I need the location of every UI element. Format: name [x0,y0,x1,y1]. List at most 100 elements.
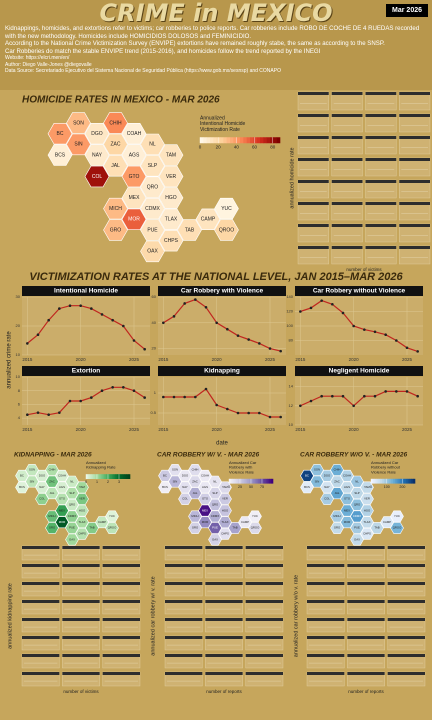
legend-swatch [210,137,214,144]
data-point [36,411,40,414]
state-panel-header [347,672,385,675]
state-label: CDMX [145,206,160,212]
data-point [26,342,29,345]
trend-line [26,305,146,350]
data-point [395,339,398,342]
data-point [68,399,72,403]
state-label: SLP [69,491,74,495]
state-label: BC [20,474,24,478]
state-panel-header [347,600,385,603]
state-label: SIN [173,479,178,483]
state-label: NAY [324,485,330,489]
state-hex [248,522,262,534]
state-label: YUC [394,514,400,518]
data-point [258,342,261,345]
state-label: BCS [55,152,66,158]
state-hex [84,123,110,145]
data-point [373,394,377,398]
legend-tick-label: 20 [216,144,222,149]
data-point [90,307,93,310]
data-point [352,324,355,328]
state-panel-header [331,114,363,117]
state-label: SON [172,468,178,472]
state-label: COAH [58,474,66,478]
data-point [395,390,398,393]
state-panel-header [387,564,425,567]
data-point [132,339,136,342]
state-panel-header [331,136,363,139]
state-label: CHIH [334,468,341,472]
state-label: VER [166,174,177,180]
state-panel-header [399,92,430,95]
state-label: MEX [344,508,350,512]
panel-title-bar [22,286,150,296]
data-point [226,407,229,411]
legend-swatch [247,478,250,484]
legend-swatch [115,474,118,479]
data-point [279,415,282,419]
legend-swatch [387,478,390,484]
legend-swatch [262,478,265,484]
legend-tick-label: 0 [85,480,87,484]
data-point [268,415,272,419]
state-hex [121,144,147,166]
state-label: GRO [110,227,122,233]
data-point [236,411,240,415]
x-tick-label: 2025 [129,357,140,362]
legend-swatch [260,137,264,144]
state-label: TLAX [222,520,229,524]
y-tick-label: 40 [152,320,157,325]
legend-swatch [405,478,408,484]
legend-swatch [236,137,241,144]
y-tick-label: 20 [152,346,157,351]
state-label: MEX [202,508,208,512]
state-label: VER [79,497,85,501]
x-tick-label: 2025 [265,357,276,362]
state-label: SON [314,468,320,472]
legend-swatch [226,137,231,144]
state-panel-header [307,618,345,621]
state-hex [121,187,147,209]
state-label: COL [39,497,45,501]
legend-swatch [243,478,246,484]
state-label: NAY [39,485,45,489]
state-panel-header [62,564,100,567]
legend-swatch [253,137,257,144]
y-tick-label: 10 [16,374,21,379]
state-panel-header [298,158,329,161]
state-panel-header [347,546,385,549]
data-point [226,327,229,331]
state-label: ZAC [49,479,55,483]
legend-swatch [89,474,92,479]
state-label: CHPS [164,238,179,244]
data-point [268,347,272,350]
state-panel-header [331,246,363,249]
legend-swatch [394,478,397,484]
state-label: PUE [69,526,75,530]
state-panel-header [62,654,100,657]
y-tick-label: 6 [18,401,21,406]
state-label: MICH [191,514,198,518]
state-panel-header [331,202,363,205]
state-hex [140,240,165,263]
legend-tick-label: 0 [228,485,230,489]
state-panel-header [331,224,363,227]
state-panel-header [399,246,430,249]
panel-title: Car Robbery with Violence [181,288,264,295]
state-label: OAX [212,537,218,541]
state-hex [84,144,110,166]
state-hex [158,481,172,494]
state-label: QROO [108,526,117,530]
x-tick-label: 2015 [22,357,33,362]
panel-title-bar [295,286,423,296]
data-point [320,299,323,302]
state-label: COL [182,497,188,501]
legend-swatch [93,474,96,479]
data-point [183,302,186,305]
legend-swatch [213,137,217,144]
legend-swatch [256,478,259,484]
state-label: SIN [30,479,35,483]
legend-title: Annualized Car [371,460,399,465]
header: CRIME in MEXICO Mar 2026 Kidnappings, ho… [0,0,432,90]
legend-swatch [100,474,103,479]
